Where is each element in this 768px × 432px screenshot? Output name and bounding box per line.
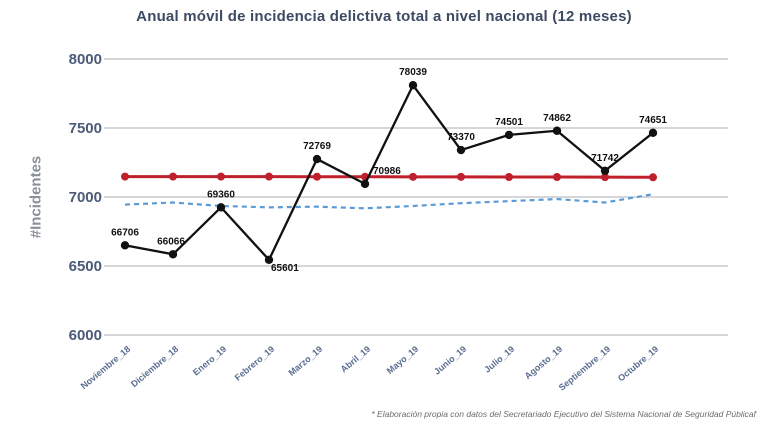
data-point (265, 172, 273, 181)
data-label: 66706 (111, 227, 139, 238)
data-point (648, 128, 658, 138)
data-label: 74651 (639, 115, 667, 126)
y-tick-label: 6500 (69, 258, 102, 275)
data-point (216, 203, 226, 212)
data-point (312, 154, 322, 164)
y-tick-label: 7500 (69, 120, 102, 137)
x-tick-label: Julio_19 (482, 344, 516, 375)
data-point (409, 172, 417, 181)
x-tick-label: Febrero_19 (233, 344, 277, 383)
chart-title: Anual móvil de incidencia delictiva tota… (136, 8, 632, 25)
data-label: 66066 (157, 236, 185, 247)
data-point (217, 172, 225, 181)
data-point (169, 172, 177, 181)
data-label: 74501 (495, 117, 523, 128)
data-label: 65601 (271, 263, 299, 274)
x-tick-label: Agosto_19 (523, 344, 565, 381)
data-point (505, 172, 513, 181)
data-point (457, 172, 465, 181)
y-tick-label: 6000 (69, 327, 102, 344)
data-label: 78039 (399, 67, 427, 78)
data-label: 70986 (373, 166, 401, 177)
x-tick-label: Noviembre_18 (79, 344, 133, 391)
x-tick-label: Octubre_19 (616, 344, 660, 383)
x-tick-label: Marzo_19 (286, 344, 324, 378)
data-point (360, 179, 370, 189)
data-label: 69360 (207, 189, 235, 200)
data-point (121, 172, 129, 181)
data-point (553, 172, 561, 181)
gridlines (104, 58, 728, 336)
x-tick-label: Diciembre_18 (129, 344, 180, 389)
data-point (552, 126, 562, 135)
y-tick-label: 7000 (69, 189, 102, 206)
data-label: 74862 (543, 113, 571, 124)
data-labels: 66706 66066 69360 65601 72769 70986 78039 73370… (111, 67, 667, 274)
series-layer (120, 81, 658, 264)
x-tick-label: Junio_19 (432, 344, 468, 377)
data-point (600, 166, 610, 175)
data-point (601, 173, 609, 182)
x-tick-label: Abril_19 (339, 344, 373, 374)
data-point (120, 241, 130, 250)
x-tick-label: Mayo_19 (385, 344, 421, 376)
data-point (504, 130, 514, 140)
data-point (313, 172, 321, 181)
data-point (408, 81, 418, 90)
data-point (168, 250, 178, 259)
data-point (456, 145, 466, 155)
x-tick-label: Septiembre_19 (557, 344, 612, 393)
data-label: 73370 (447, 132, 475, 143)
x-tick-label: Enero_19 (191, 344, 228, 378)
series-line (125, 175, 654, 179)
series-line (124, 193, 654, 210)
y-axis-ticks: 6000 6500 7000 7500 8000 (69, 51, 102, 344)
source-footnote: * Elaboración propia con datos del Secre… (371, 409, 756, 419)
data-label: 72769 (303, 141, 331, 152)
y-tick-label: 8000 (69, 51, 102, 68)
series-line (124, 84, 654, 261)
data-label: 71742 (591, 153, 619, 164)
data-point (264, 255, 274, 264)
data-point (649, 173, 657, 182)
